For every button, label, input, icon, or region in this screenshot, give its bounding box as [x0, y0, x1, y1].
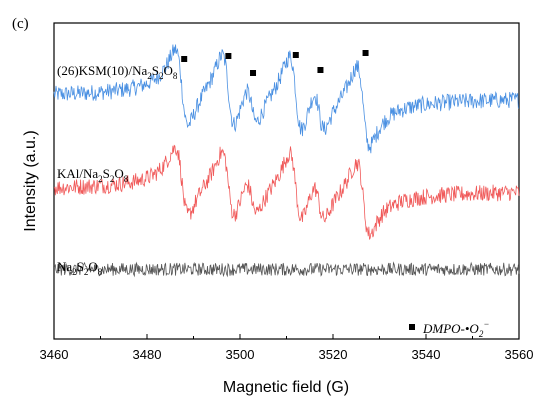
- legend-sup-minus: −: [483, 319, 489, 329]
- series-label-0: (26)KSM(10)/Na2S2O8: [57, 63, 178, 81]
- peak-markers: [181, 50, 369, 76]
- x-tick-label-3540: 3540: [412, 347, 441, 362]
- x-tick-label-3460: 3460: [40, 347, 69, 362]
- series-label-part: S: [152, 63, 159, 78]
- series-label-part: 2: [98, 174, 103, 184]
- x-tick-label-3560: 3560: [505, 347, 534, 362]
- series-label-part: 2: [110, 174, 115, 184]
- series-label-part: S: [77, 259, 84, 274]
- series-label-part: 2: [72, 267, 77, 277]
- series-line-0: [53, 44, 520, 154]
- series-label-part: 2: [159, 71, 164, 81]
- legend-sub-2: 2: [479, 329, 484, 339]
- legend-text-main: DMPO-•O: [422, 321, 479, 336]
- y-axis-label: Intensity (a.u.): [22, 130, 39, 231]
- series-label-part: O: [164, 63, 173, 78]
- x-axis-tick-labels: 3460 3480 3500 3520 3540 3560: [40, 347, 534, 362]
- series-line-2: [53, 261, 520, 278]
- series-label-1: KAl/Na2S2O8: [57, 166, 129, 184]
- series-label-part: KAl/Na: [57, 166, 98, 181]
- x-axis-label: Magnetic field (G): [223, 379, 349, 396]
- peak-marker-0: [181, 56, 188, 62]
- series-label-part: Na: [57, 259, 72, 274]
- series-line-1: [53, 144, 520, 240]
- x-axis-ticks: [53, 334, 520, 339]
- legend-text: DMPO-•O2−: [422, 319, 489, 339]
- series-label-part: 8: [173, 71, 178, 81]
- series-label-part: 8: [124, 174, 129, 184]
- series-label-part: 2: [84, 267, 89, 277]
- series-label-2: Na2S2O8: [57, 259, 103, 277]
- x-tick-label-3480: 3480: [133, 347, 162, 362]
- panel-label: (c): [12, 16, 29, 32]
- peak-marker-2: [250, 70, 257, 76]
- peak-marker-5: [362, 50, 369, 56]
- series-label-part: S: [103, 166, 110, 181]
- peak-marker-4: [317, 67, 324, 73]
- x-tick-label-3500: 3500: [226, 347, 255, 362]
- marker-legend: DMPO-•O2−: [409, 319, 489, 339]
- x-tick-label-3520: 3520: [319, 347, 348, 362]
- series-label-part: O: [88, 259, 97, 274]
- series-label-part: 8: [98, 267, 103, 277]
- series-lines: [53, 44, 520, 278]
- peak-marker-1: [225, 53, 232, 59]
- series-label-part: 2: [147, 71, 152, 81]
- peak-marker-3: [292, 52, 299, 58]
- series-label-part: O: [114, 166, 123, 181]
- series-label-part: (26)KSM(10)/Na: [57, 63, 147, 78]
- legend-marker: [409, 324, 415, 330]
